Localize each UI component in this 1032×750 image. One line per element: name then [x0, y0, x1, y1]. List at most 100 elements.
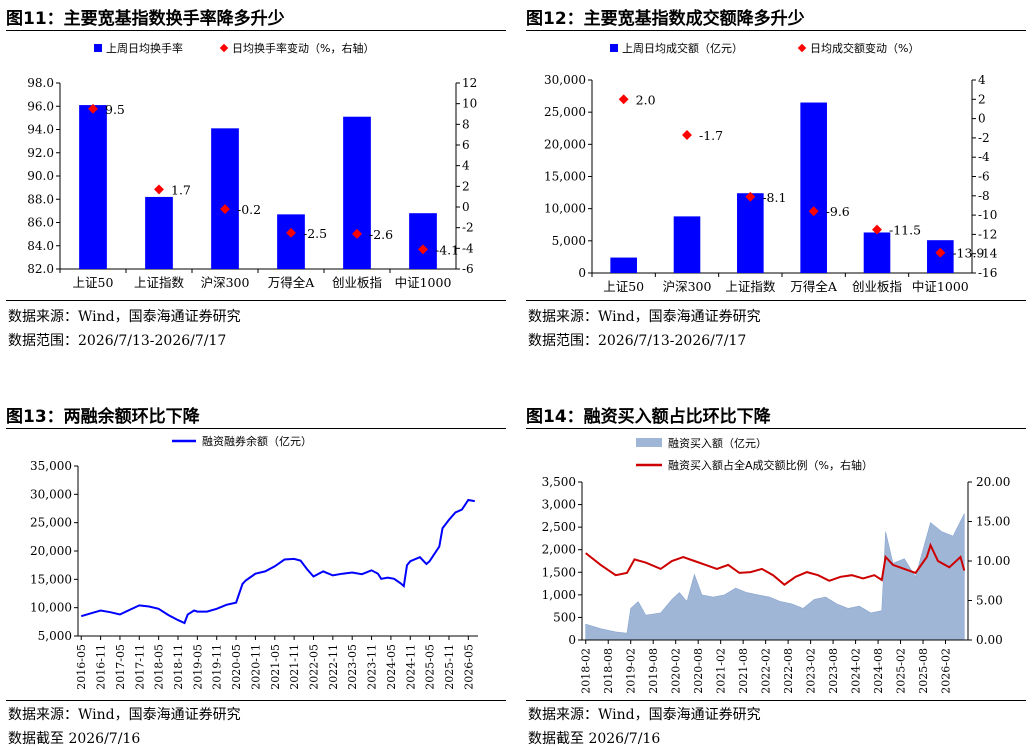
y-tick-label: 2,500: [542, 520, 576, 534]
y2-tick-label: 12: [462, 76, 477, 90]
range-text: 数据范围：2026/7/13-2026/7/17: [528, 333, 747, 349]
turnover-chart: 82.084.086.088.090.092.094.096.098.0-6-4…: [27, 41, 477, 290]
legend-label: 日均成交额变动（%）: [810, 41, 919, 55]
y-tick-label: 5,000: [38, 629, 72, 643]
y-tick-label: 30,000: [30, 487, 72, 501]
change-marker: [154, 184, 164, 195]
range-text: 数据截至 2026/7/16: [528, 731, 661, 747]
change-marker: [286, 227, 296, 238]
x-tick-label: 2018-11: [172, 644, 185, 690]
data-label: -0.2: [237, 202, 261, 217]
figure-14: 图14：融资买入额占比环比下降 0 500 1,000 1,500 2,000 2,500…: [526, 402, 1026, 748]
y-tick-label: 3,000: [542, 498, 576, 512]
y-tick-label: 25,000: [544, 105, 586, 119]
y2-tick-label: 20.00: [976, 475, 1010, 489]
x-tick-label: 2025-08: [917, 648, 930, 694]
margin-balance-chart: 5,000 10,000 15,000 20,000 25,000 30,000 35,00…: [30, 434, 478, 690]
bar: [610, 257, 637, 273]
x-tick-label: 万得全A: [790, 279, 838, 294]
change-marker: [935, 247, 946, 258]
x-tick-label: 2022-11: [327, 644, 340, 690]
y-tick-label: 20,000: [544, 137, 586, 151]
source-text: 数据来源：Wind，国泰海通证券研究: [528, 707, 761, 723]
x-tick-label: 2025-05: [424, 644, 437, 690]
x-tick-label: 2020-05: [230, 644, 243, 690]
bar: [409, 213, 437, 269]
y2-tick-label: -2: [978, 131, 990, 145]
y-tick-label: 86.0: [27, 216, 54, 230]
y2-tick-label: 2: [978, 92, 986, 106]
y-tick-label: 2,000: [542, 543, 576, 557]
y2-tick-label: 4: [462, 159, 470, 173]
change-marker: [618, 94, 629, 105]
source-rule: [526, 700, 1026, 701]
y-tick-label: 20,000: [30, 544, 72, 558]
volume-chart: 0 5,000 10,000 15,000 20,000 25,000 30,000 -16 -…: [544, 41, 998, 294]
figure-13: 图13：两融余额环比下降 5,000 10,000 15,000 20,000 25,0…: [6, 402, 506, 748]
legend-swatch: [797, 43, 807, 53]
y-tick-label: 92.0: [27, 146, 54, 160]
y2-tick-label: 0.00: [976, 633, 1003, 647]
source-rule: [6, 700, 506, 701]
x-tick-label: 2023-11: [366, 644, 379, 690]
x-tick-label: 2024-05: [385, 644, 398, 690]
x-tick-label: 2020-02: [670, 648, 683, 694]
source-text: 数据来源：Wind，国泰海通证券研究: [528, 309, 761, 325]
y2-tick-label: -10: [978, 208, 997, 222]
legend-label: 融资融券余额（亿元）: [202, 434, 312, 448]
legend-swatch: [219, 43, 229, 53]
y2-tick-label: -12: [978, 227, 997, 241]
data-label: -9.6: [826, 204, 850, 219]
bar: [863, 232, 891, 273]
legend-label: 融资买入额占全A成交额比例（%，右轴）: [668, 458, 873, 472]
y2-tick-label: 10: [462, 97, 477, 111]
data-label: 9.5: [105, 102, 125, 117]
x-tick-label: 2026-05: [462, 644, 475, 690]
title-rule: [526, 428, 1026, 429]
source-text: 数据来源：Wind，国泰海通证券研究: [8, 707, 241, 723]
x-tick-label: 2021-05: [269, 644, 282, 690]
figure-13-title: 图13：两融余额环比下降: [6, 407, 200, 427]
y-tick-label: 15,000: [544, 170, 586, 184]
x-tick-label: 2024-08: [872, 648, 885, 694]
y-tick-label: 98.0: [27, 76, 54, 90]
change-marker: [352, 228, 362, 239]
y2-tick-label: 15.00: [976, 515, 1010, 529]
y2-tick-label: -14: [978, 247, 998, 261]
y-tick-label: 96.0: [27, 99, 54, 113]
change-marker: [808, 206, 819, 217]
bar: [800, 102, 827, 274]
source-rule: [6, 300, 506, 301]
x-tick-label: 2018-05: [153, 644, 166, 690]
x-tick-label: 2021-08: [737, 648, 750, 694]
x-tick-label: 中证1000: [912, 279, 969, 294]
x-tick-label: 2019-02: [625, 648, 638, 694]
legend-swatch: [636, 438, 662, 447]
x-tick-label: 2024-02: [850, 648, 863, 694]
x-tick-label: 2018-02: [580, 648, 593, 694]
legend-label: 上周日均成交额（亿元）: [622, 41, 743, 55]
y-tick-label: 3,500: [542, 475, 576, 489]
x-tick-label: 中证1000: [395, 275, 452, 290]
y-tick-label: 25,000: [30, 516, 72, 530]
figure-12-title: 图12：主要宽基指数成交额降多升少: [526, 9, 805, 29]
x-tick-label: 2026-02: [940, 648, 953, 694]
x-tick-label: 2018-08: [602, 648, 615, 694]
y2-tick-label: -6: [462, 262, 474, 276]
data-label: 1.7: [171, 182, 191, 197]
y2-tick-label: -2: [462, 221, 474, 235]
data-label: -2.5: [303, 226, 327, 241]
y-tick-label: 90.0: [27, 169, 54, 183]
y2-tick-label: -4: [462, 241, 474, 255]
x-tick-label: 上证指数: [134, 275, 185, 290]
buy-ratio-line: [585, 542, 966, 586]
x-tick-label: 2023-02: [805, 648, 818, 694]
legend-swatch: [94, 44, 102, 52]
x-tick-label: 2017-05: [114, 644, 127, 690]
x-tick-label: 上证50: [603, 279, 644, 294]
y-tick-label: 84.0: [27, 239, 54, 253]
data-label: -11.5: [889, 223, 921, 238]
x-tick-label: 2019-08: [647, 648, 660, 694]
balance-line: [80, 498, 475, 625]
bar: [673, 216, 701, 273]
